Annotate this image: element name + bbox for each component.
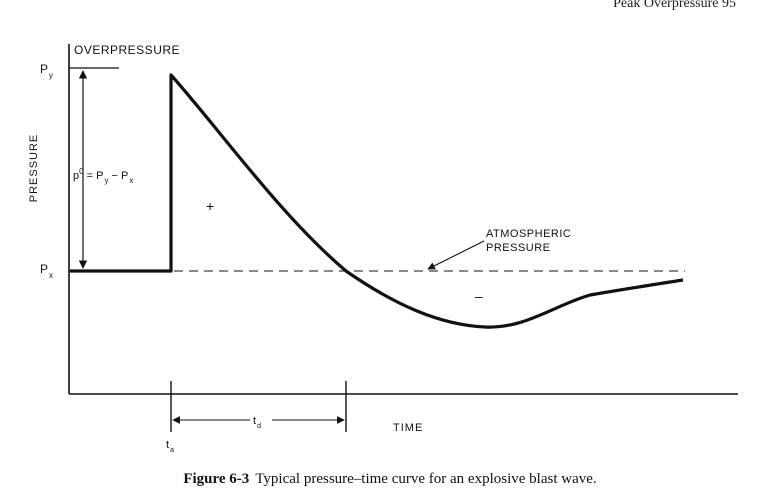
px-label: Px [40, 262, 53, 280]
figure-caption: Figure 6-3 Typical pressure–time curve fo… [0, 471, 780, 488]
caption-label: Figure 6-3 [183, 471, 250, 487]
atmospheric-pointer-arrow [427, 240, 485, 270]
x-axis-label: TIME [393, 422, 423, 434]
overpressure-equation: p0 = Py − Px [73, 167, 133, 185]
atmospheric-label-line1: ATMOSPHERIC [486, 228, 571, 240]
caption-text: Typical pressure–time curve for an explo… [255, 471, 597, 487]
overpressure-label: OVERPRESSURE [74, 43, 180, 57]
pressure-time-curve [70, 73, 684, 329]
y-axis-label: PRESSURE [28, 134, 40, 203]
positive-phase-sign: + [206, 198, 214, 214]
negative-phase-sign: – [475, 288, 483, 304]
py-label: Py [40, 62, 53, 80]
atmospheric-label-line2: PRESSURE [486, 242, 551, 254]
ta-label: ta [166, 439, 174, 454]
running-header: Peak Overpressure 95 [613, 0, 736, 11]
td-label: td [253, 415, 261, 430]
